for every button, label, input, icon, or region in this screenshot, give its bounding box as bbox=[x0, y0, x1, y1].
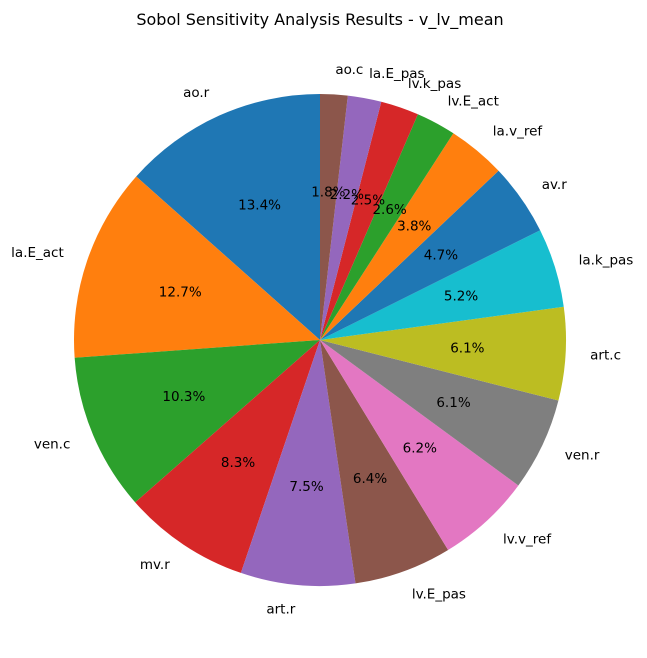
slice-label: ven.r bbox=[565, 447, 600, 463]
percent-label: 1.8% bbox=[311, 185, 345, 201]
slice-label: ao.c bbox=[335, 62, 363, 78]
percent-label: 6.1% bbox=[450, 340, 484, 356]
pie-slice bbox=[320, 230, 564, 340]
slice-label: lv.E_act bbox=[448, 93, 499, 109]
slice-label: ven.c bbox=[34, 437, 71, 453]
pie-slice bbox=[320, 94, 348, 340]
slice-label: lv.v_ref bbox=[503, 531, 552, 547]
slice-label: mv.r bbox=[140, 557, 170, 573]
pie-slice bbox=[320, 340, 519, 551]
percent-label: 8.3% bbox=[221, 455, 255, 471]
pie-slice bbox=[135, 340, 320, 573]
pie-slice bbox=[73, 176, 320, 358]
percent-label: 4.7% bbox=[424, 247, 458, 263]
percent-label: 6.1% bbox=[436, 395, 470, 411]
chart-title: Sobol Sensitivity Analysis Results - v_l… bbox=[136, 10, 503, 30]
pie-slice bbox=[74, 340, 320, 503]
percent-label: 10.3% bbox=[162, 389, 205, 405]
slice-label: la.v_ref bbox=[493, 124, 544, 140]
percent-label: 2.5% bbox=[351, 192, 385, 208]
percent-label: 13.4% bbox=[238, 197, 281, 213]
pie-slice bbox=[320, 340, 559, 486]
slice-label: la.k_pas bbox=[579, 252, 634, 268]
slice-label: ao.r bbox=[183, 85, 210, 101]
percent-label: 2.2% bbox=[330, 187, 364, 203]
percent-labels: 13.4% 12.7% 10.3% 8.3% 7.5% 6.4% 6.2% 6.1% 6.1% 5… bbox=[159, 185, 485, 495]
slice-label: la.E_pas bbox=[369, 66, 424, 82]
percent-label: 6.2% bbox=[403, 441, 437, 457]
pie-slice bbox=[136, 94, 320, 340]
pie-slice bbox=[240, 340, 356, 587]
pie-slice bbox=[320, 101, 418, 340]
pie-slice bbox=[320, 340, 449, 584]
pie-slice bbox=[320, 95, 382, 340]
pie-slice bbox=[320, 114, 454, 340]
pie-slice bbox=[320, 133, 499, 340]
percent-label: 6.4% bbox=[353, 471, 387, 487]
slice-label: av.r bbox=[542, 177, 568, 193]
percent-label: 7.5% bbox=[289, 479, 323, 495]
percent-label: 3.8% bbox=[397, 218, 431, 234]
slice-labels: ao.r la.E_act ven.c mv.r art.r lv.E_pas lv.v_r… bbox=[11, 62, 633, 618]
percent-label: 5.2% bbox=[444, 289, 478, 305]
pie-slice bbox=[320, 306, 566, 401]
slice-label: art.c bbox=[590, 347, 621, 363]
slice-label: la.E_act bbox=[11, 245, 64, 261]
percent-label: 12.7% bbox=[159, 285, 202, 301]
percent-label: 2.6% bbox=[372, 202, 406, 218]
slice-label: lv.k_pas bbox=[408, 76, 461, 92]
slice-label: art.r bbox=[266, 601, 295, 617]
pie-slices bbox=[73, 94, 566, 587]
pie-slice bbox=[320, 170, 541, 340]
slice-label: lv.E_pas bbox=[412, 587, 466, 603]
